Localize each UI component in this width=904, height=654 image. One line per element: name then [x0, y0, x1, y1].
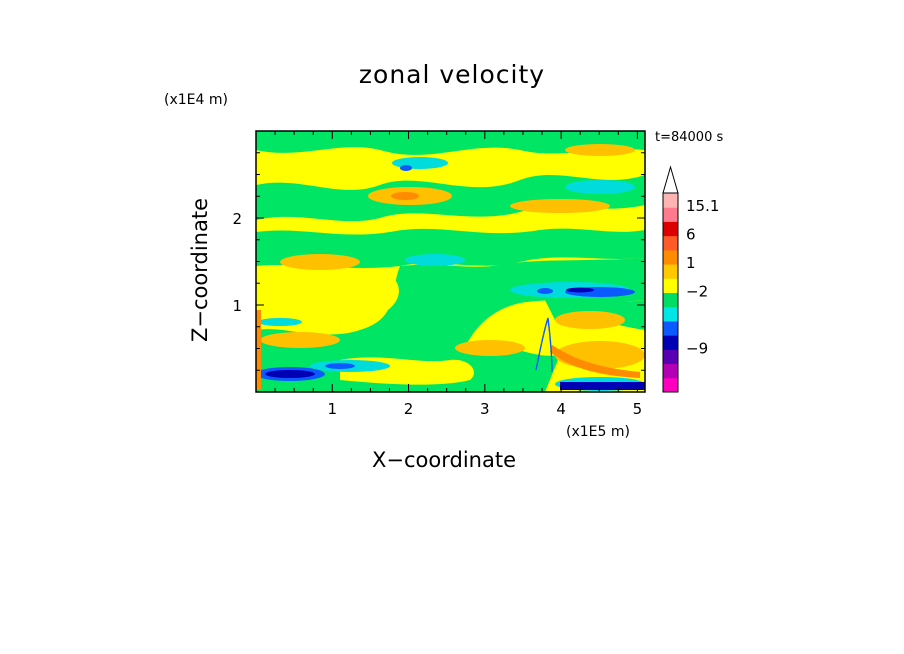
colorbar: 15.1 6 1 −2 −9	[662, 165, 719, 393]
y-tick-label: 2	[232, 210, 242, 228]
contour-blue-2	[537, 288, 553, 294]
colorbar-segment	[663, 377, 678, 393]
contour-navy-1	[265, 370, 315, 378]
y-tick-label: 1	[232, 297, 242, 315]
colorbar-segment	[663, 320, 678, 336]
z-scale-label: (x1E4 m)	[164, 92, 228, 108]
contour-navy-3	[560, 382, 645, 390]
colorbar-segment	[663, 292, 678, 308]
colorbar-segment	[663, 249, 678, 265]
colorbar-segment	[663, 335, 678, 350]
contour-field	[256, 131, 645, 392]
contour-cyan-5	[258, 318, 302, 326]
x-tick-label: 1	[328, 400, 338, 418]
contour-orange-4	[260, 332, 340, 348]
contour-blue-1	[400, 165, 412, 171]
x-tick-label: 5	[633, 400, 643, 418]
colorbar-segment	[663, 221, 678, 237]
contour-dark-orange-2	[550, 345, 640, 378]
contour-mountain-wave	[535, 317, 553, 373]
colorbar-label: 6	[686, 226, 696, 244]
contour-yellow-pocket-left	[256, 274, 399, 320]
colorbar-label: −2	[686, 283, 708, 301]
colorbar-segment	[663, 349, 678, 365]
time-label: t=84000 s	[655, 130, 724, 145]
contour-blue-5	[325, 363, 355, 369]
colorbar-segment	[663, 207, 678, 222]
contour-orange-7	[555, 311, 625, 329]
contour-cyan-3	[405, 254, 465, 266]
x-tick-label: 2	[404, 400, 414, 418]
colorbar-arrow	[662, 165, 679, 194]
contour-left-edge-orange	[256, 310, 261, 390]
colorbar-segment	[663, 193, 678, 208]
contour-orange-2	[510, 199, 610, 213]
x-axis-label: X−coordinate	[372, 448, 516, 472]
contour-navy-2	[566, 287, 594, 293]
x-tick-label: 3	[480, 400, 490, 418]
colorbar-segment	[663, 278, 678, 293]
contour-orange-3	[280, 254, 360, 270]
chart-title: zonal velocity	[358, 60, 546, 89]
contour-orange-5	[455, 340, 525, 356]
x-tick-label: 4	[556, 400, 566, 418]
colorbar-segment	[663, 264, 678, 279]
x-scale-label: (x1E5 m)	[566, 424, 630, 440]
contour-dark-orange-1	[391, 192, 419, 200]
colorbar-segment	[663, 235, 678, 251]
contour-orange-8	[565, 144, 635, 156]
colorbar-label: −9	[686, 339, 708, 357]
colorbar-segment	[663, 306, 678, 322]
colorbar-label: 15.1	[686, 197, 719, 215]
colorbar-segment	[663, 363, 678, 379]
contour-cyan-2	[565, 180, 635, 194]
axis-ticks: 1 2 3 4 5 1 2	[232, 131, 645, 418]
colorbar-label: 1	[686, 254, 696, 272]
contour-green-top	[256, 131, 645, 155]
